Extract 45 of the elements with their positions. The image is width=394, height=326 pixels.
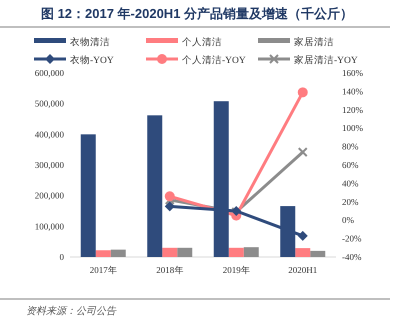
x-tick-label: 2019年 [222,265,250,275]
y-tick-label: 0 [60,252,64,262]
y2-tick-label: 40% [342,178,359,188]
bar [147,115,162,257]
y2-tick-label: 120% [342,104,364,115]
legend-label: 衣物清洁 [70,36,110,48]
chart-title: 图 12：2017 年-2020H1 分产品销量及增速（千公斤） [40,6,354,21]
y-tick-label: 600,000 [34,68,64,78]
y2-tick-label: 0% [342,215,354,226]
y2-tick-label: 160% [342,68,364,78]
bar [177,248,192,257]
y2-tick-label: 20% [342,196,359,207]
y2-tick-label: 60% [342,160,359,170]
legend-label: 个人清洁 [182,36,222,48]
x-tick-label: 2017年 [90,265,117,275]
point [164,201,175,212]
y-tick-label: 200,000 [34,190,64,201]
legend-label: 家居清洁-YOY [294,54,358,66]
y-tick-label: 500,000 [34,98,64,109]
legend-label: 个人清洁-YOY [182,54,246,66]
point [298,147,308,158]
point [298,230,308,241]
bar [96,250,111,257]
y-tick-label: 300,000 [34,160,64,170]
point [164,191,175,202]
x-tick-label: 2018年 [156,265,184,275]
legend-label: 衣物-YOY [70,54,114,66]
bar [110,250,126,257]
bar [162,248,178,257]
legend-label: 家居清洁 [294,36,334,48]
y-tick-label: 100,000 [34,221,64,232]
bar [310,250,326,257]
bar [244,247,259,257]
bar [80,134,96,257]
point [298,87,308,98]
y2-tick-label: 100% [342,123,364,134]
bar [228,248,244,257]
y2-tick-label: -20% [342,234,362,244]
y-tick-label: 400,000 [34,129,64,140]
y2-tick-label: 140% [342,86,364,96]
text: 资料来源：公司公告 [26,305,117,317]
y2-tick-label: -40% [342,252,362,262]
y2-tick-label: 80% [342,142,359,152]
bar [295,248,310,257]
x-tick-label: 2020H1 [288,265,318,275]
